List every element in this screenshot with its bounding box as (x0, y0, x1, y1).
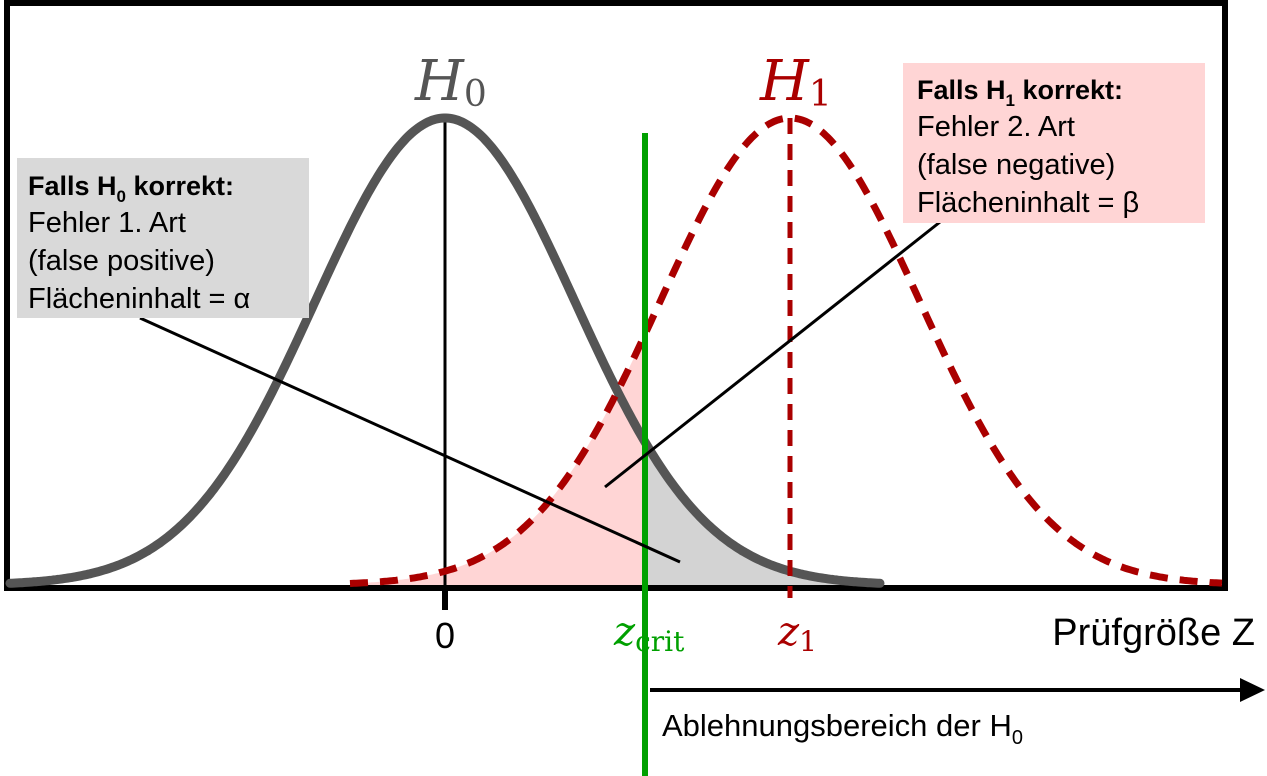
axis-title: Prüfgröße Z (1052, 612, 1255, 654)
rejection-region-label: Ablehnungsbereich der H0 (662, 708, 1023, 749)
alpha-pointer-line (139, 316, 681, 564)
h1-info-box (903, 63, 1205, 223)
h0-box-title: Falls H0 korrekt: (28, 171, 234, 206)
h1-box-line1: Fehler 2. Art (917, 111, 1075, 143)
beta-area (350, 336, 645, 585)
h0-box-line2: (false positive) (28, 245, 215, 277)
h0-info-box (17, 158, 309, 318)
beta-pointer-line (604, 220, 941, 489)
alpha-area (645, 442, 880, 585)
zcrit-label: zcrit (613, 609, 685, 658)
plot-frame (4, 0, 1228, 591)
h0-box-line3: Flächeninhalt = α (28, 283, 250, 315)
z1-label: z1 (777, 609, 817, 658)
h1-label: H1 (759, 49, 832, 115)
h0-density-curve (5, 113, 885, 588)
h0-label: H0 (414, 49, 487, 115)
h0-box-line1: Fehler 1. Art (28, 207, 186, 239)
h1-density-curve (349, 114, 1223, 587)
h1-box-line2: (false negative) (917, 149, 1115, 181)
h1-box-line3: Flächeninhalt = β (917, 187, 1139, 219)
tick-label-zero: 0 (435, 615, 455, 656)
rejection-arrow-head (1240, 678, 1265, 702)
h1-box-title: Falls H1 korrekt: (917, 75, 1123, 110)
